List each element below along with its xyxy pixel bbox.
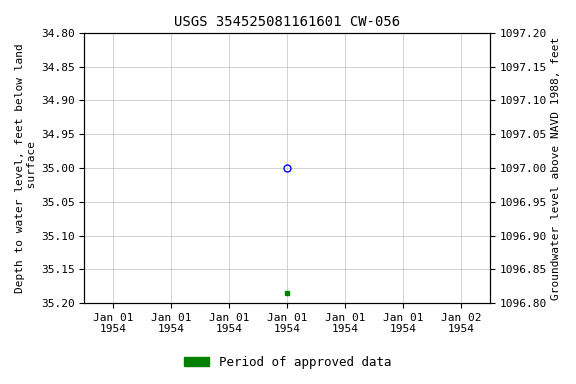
Title: USGS 354525081161601 CW-056: USGS 354525081161601 CW-056	[174, 15, 400, 29]
Y-axis label: Groundwater level above NAVD 1988, feet: Groundwater level above NAVD 1988, feet	[551, 36, 561, 300]
Y-axis label: Depth to water level, feet below land
 surface: Depth to water level, feet below land su…	[15, 43, 37, 293]
Legend: Period of approved data: Period of approved data	[179, 351, 397, 374]
